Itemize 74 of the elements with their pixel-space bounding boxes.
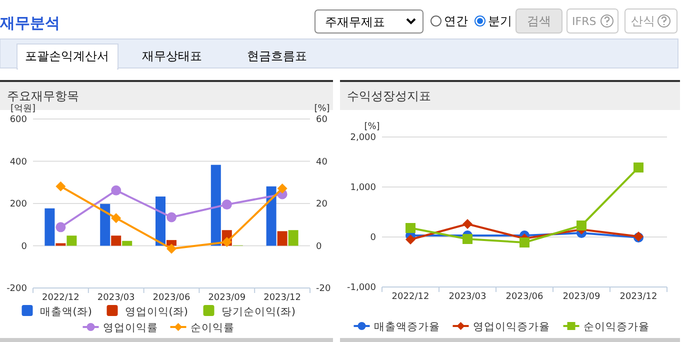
point — [462, 234, 472, 244]
point — [462, 219, 472, 229]
y-tick-label: 1,000 — [350, 183, 376, 193]
bar — [56, 243, 66, 246]
y-tick-label: 2,000 — [350, 133, 376, 143]
y-tick-label: -1,000 — [346, 283, 376, 293]
y-tick-label: 200 — [10, 200, 28, 210]
point — [111, 213, 122, 224]
point — [222, 236, 232, 247]
bar — [66, 236, 77, 246]
text: 현금흐름표 — [247, 49, 307, 63]
text: IFRS — [572, 15, 596, 28]
point — [634, 162, 644, 172]
x-tick-label: 2022/12 — [42, 293, 80, 303]
point — [222, 200, 232, 210]
text: 분기 — [488, 14, 512, 28]
point — [277, 184, 288, 194]
x-tick-label: 2023/03 — [448, 292, 486, 302]
x-tick-label: 2023/12 — [264, 293, 301, 303]
x-tick-label: 2023/06 — [152, 293, 190, 303]
legend-label: 매출액증가율 — [374, 321, 440, 333]
y2-tick-label: 0 — [316, 242, 322, 252]
y-tick-label: 0 — [370, 233, 376, 243]
chart-title: 수익성장성지표 — [347, 89, 431, 103]
y-axis-title: [%] — [364, 122, 380, 132]
bar — [210, 164, 221, 246]
y-tick-label: -200 — [6, 284, 28, 294]
point — [406, 234, 416, 244]
y2-tick-label: 20 — [316, 200, 328, 210]
point — [166, 244, 176, 254]
chart-title: 주요재무항목 — [7, 89, 79, 103]
y-tick-label: 600 — [10, 115, 28, 125]
text: 재무분석 — [0, 14, 60, 32]
point — [111, 185, 122, 196]
legend-label: 매출액(좌) — [40, 306, 92, 318]
text: 연간 — [444, 14, 468, 28]
point — [520, 238, 530, 248]
y-tick-label: 0 — [21, 242, 28, 252]
x-tick-label: 2023/09 — [208, 293, 246, 303]
text: 검색 — [527, 14, 551, 28]
bar — [277, 231, 288, 246]
y-axis-title: [억원] — [10, 104, 36, 114]
text: 주재무제표 — [325, 15, 385, 29]
bar — [44, 208, 55, 246]
y2-tick-label: -20 — [316, 284, 331, 294]
y-tick-label: 400 — [10, 157, 28, 168]
bar — [100, 204, 110, 246]
text: 산식 — [631, 14, 655, 28]
point — [576, 220, 586, 230]
y2-tick-label: 40 — [316, 157, 328, 168]
bar — [122, 240, 132, 246]
bar — [288, 230, 298, 246]
x-tick-label: 2022/12 — [392, 292, 430, 302]
legend-label: 순이익률 — [190, 322, 234, 334]
x-tick-label: 2023/03 — [97, 293, 135, 303]
legend-label: 당기순이익(좌) — [221, 306, 296, 318]
point — [56, 181, 66, 192]
x-tick-label: 2023/06 — [506, 292, 544, 302]
legend-label: 영업이익증가율 — [472, 321, 550, 333]
y2-tick-label: 60 — [316, 115, 328, 125]
point — [406, 223, 416, 233]
y2-axis-title: [%] — [314, 104, 330, 114]
bar — [111, 236, 122, 246]
point — [56, 222, 66, 232]
legend-label: 영업이익(좌) — [124, 306, 188, 318]
bar — [266, 186, 276, 246]
legend-label: 영업이익률 — [102, 322, 158, 334]
bar — [156, 196, 166, 246]
legend-label: 순이익증가율 — [583, 321, 650, 333]
x-tick-label: 2023/12 — [620, 292, 658, 302]
text: 재무상태표 — [142, 49, 202, 63]
point — [166, 212, 176, 222]
text: 포괄손익계산서 — [25, 49, 109, 63]
x-tick-label: 2023/09 — [562, 292, 600, 302]
